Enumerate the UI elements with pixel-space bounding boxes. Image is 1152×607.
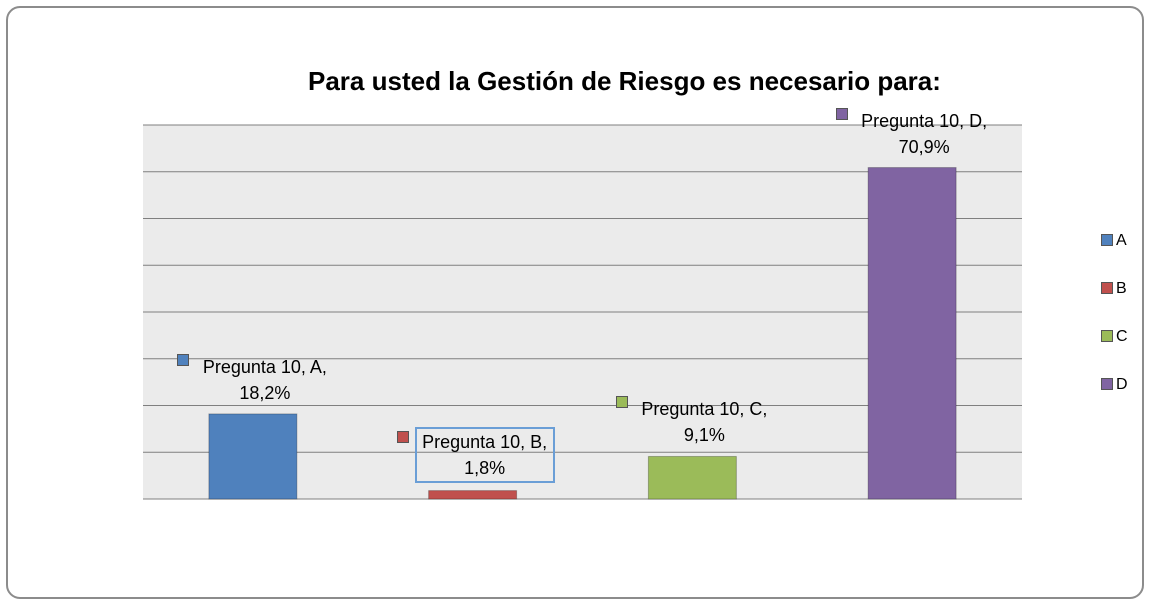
data-label: Pregunta 10, B, 1,8% [414, 426, 555, 483]
legend-label: C [1116, 328, 1128, 345]
chart [143, 124, 1022, 500]
legend-item: D [1101, 376, 1128, 394]
data-label: Pregunta 10, A, 18,2% [202, 356, 327, 403]
legend-key [1101, 282, 1113, 294]
legend-item: A [1101, 232, 1127, 250]
bar [647, 455, 737, 500]
chart-title: Para usted la Gestión de Riesgo es neces… [308, 66, 941, 96]
legend-key [1101, 234, 1113, 246]
legend-key [1101, 378, 1113, 390]
label-key [396, 430, 409, 443]
bar [208, 413, 298, 500]
legend-item: B [1101, 280, 1127, 298]
legend-label: D [1116, 376, 1128, 393]
label-key [176, 353, 189, 366]
legend-key [1101, 330, 1113, 342]
data-label: Pregunta 10, D, 70,9% [861, 110, 988, 157]
data-label: Pregunta 10, C, 9,1% [641, 399, 768, 446]
bar [867, 167, 957, 500]
legend-label: B [1116, 280, 1127, 297]
legend-label: A [1116, 232, 1127, 249]
chart-frame: Para usted la Gestión de Riesgo es neces… [6, 6, 1144, 599]
legend-item: C [1101, 328, 1128, 346]
bar [428, 490, 518, 500]
label-key [836, 107, 849, 120]
label-key [616, 396, 629, 409]
